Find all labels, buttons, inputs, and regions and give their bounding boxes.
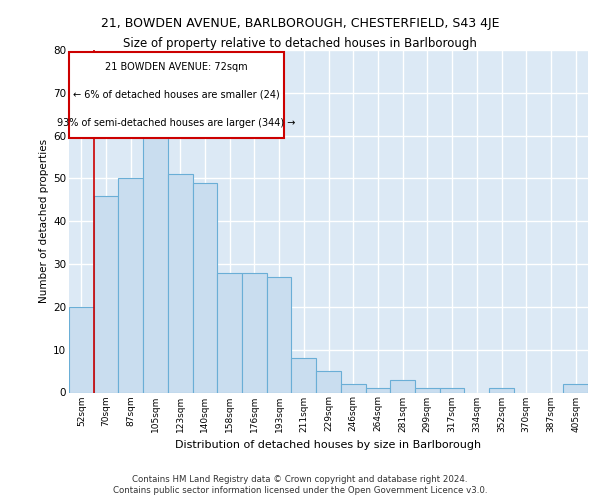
- Bar: [341, 384, 365, 392]
- Bar: [193, 182, 217, 392]
- Bar: [267, 277, 292, 392]
- Text: 21 BOWDEN AVENUE: 72sqm: 21 BOWDEN AVENUE: 72sqm: [105, 62, 248, 72]
- Bar: [118, 178, 143, 392]
- X-axis label: Distribution of detached houses by size in Barlborough: Distribution of detached houses by size …: [175, 440, 482, 450]
- Text: Contains public sector information licensed under the Open Government Licence v3: Contains public sector information licen…: [113, 486, 487, 495]
- Bar: [217, 272, 242, 392]
- Text: 93% of semi-detached houses are larger (344) →: 93% of semi-detached houses are larger (…: [58, 118, 296, 128]
- Bar: [316, 371, 341, 392]
- Text: ← 6% of detached houses are smaller (24): ← 6% of detached houses are smaller (24): [73, 90, 280, 100]
- Bar: [143, 110, 168, 393]
- Bar: [168, 174, 193, 392]
- Bar: [94, 196, 118, 392]
- Text: 21, BOWDEN AVENUE, BARLBOROUGH, CHESTERFIELD, S43 4JE: 21, BOWDEN AVENUE, BARLBOROUGH, CHESTERF…: [101, 18, 499, 30]
- Bar: [563, 384, 588, 392]
- Bar: [69, 307, 94, 392]
- Y-axis label: Number of detached properties: Number of detached properties: [39, 139, 49, 304]
- Bar: [440, 388, 464, 392]
- Text: Size of property relative to detached houses in Barlborough: Size of property relative to detached ho…: [123, 38, 477, 51]
- Text: Contains HM Land Registry data © Crown copyright and database right 2024.: Contains HM Land Registry data © Crown c…: [132, 475, 468, 484]
- Bar: [292, 358, 316, 392]
- Bar: [390, 380, 415, 392]
- Bar: [489, 388, 514, 392]
- FancyBboxPatch shape: [69, 52, 284, 138]
- Bar: [365, 388, 390, 392]
- Bar: [415, 388, 440, 392]
- Bar: [242, 272, 267, 392]
